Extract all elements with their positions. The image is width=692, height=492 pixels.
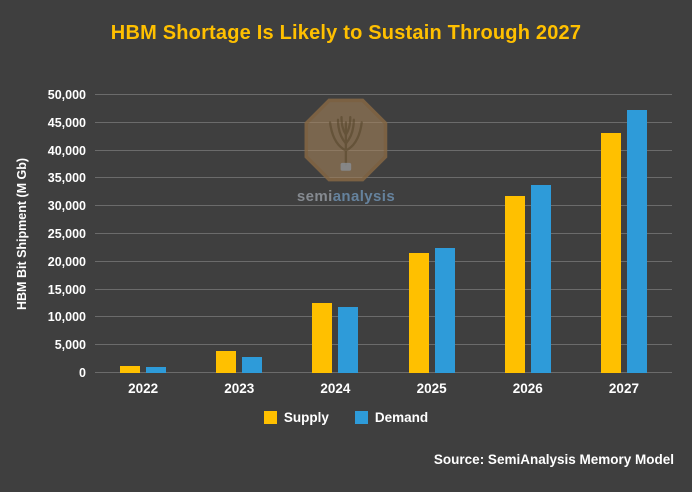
demand-bar-2026 (530, 185, 551, 373)
y-tick-label: 15,000 (47, 282, 86, 297)
legend-item-demand: Demand (354, 410, 429, 425)
y-tick-label: 0 (79, 366, 86, 380)
y-tick-label: 30,000 (47, 199, 86, 214)
x-axis-label-2024: 2024 (320, 381, 351, 396)
y-tick-label: 40,000 (47, 143, 86, 158)
gridline (95, 344, 672, 346)
gridline (95, 94, 672, 95)
watermark-text-semi: semi (296, 188, 333, 205)
y-tick-label: 50,000 (47, 88, 86, 102)
x-axis-label-2023: 2023 (224, 381, 255, 396)
watermark-text-analysis: analysis (332, 188, 396, 205)
watermark-text: semianalysis (297, 188, 395, 205)
bar-group-2025 (384, 95, 480, 373)
semianalysis-logo-icon (304, 98, 388, 182)
demand-bar-2023 (242, 356, 263, 373)
demand-bar-2024 (338, 306, 359, 373)
x-axis-labels: 2022 2023 2024 2025 2026 2027 (95, 381, 672, 396)
y-tick-label: 10,000 (47, 310, 86, 325)
y-tick-label: 35,000 (47, 171, 86, 186)
legend-label-supply: Supply (283, 410, 329, 425)
bar-group-2024 (287, 95, 383, 373)
gridline (95, 372, 672, 373)
supply-bar-2024 (312, 302, 333, 373)
demand-bar-2025 (434, 247, 455, 373)
gridline (95, 288, 672, 290)
gridline (95, 177, 672, 179)
bar-groups (95, 95, 672, 373)
legend-swatch-supply (263, 411, 277, 424)
legend: Supply Demand (0, 410, 692, 425)
demand-bar-2022 (146, 366, 167, 373)
supply-bar-2026 (504, 196, 525, 373)
x-axis-label-2026: 2026 (512, 381, 543, 396)
x-axis-label-2027: 2027 (608, 381, 639, 396)
legend-label-demand: Demand (374, 410, 429, 425)
x-axis-label-2022: 2022 (128, 381, 159, 396)
supply-bar-2025 (408, 252, 429, 373)
bar-group-2023 (191, 95, 287, 373)
semianalysis-watermark: semianalysis (297, 96, 395, 205)
legend-item-supply: Supply (263, 410, 329, 425)
y-tick-label: 20,000 (47, 254, 86, 269)
gridline (95, 260, 672, 262)
supply-bar-2027 (600, 132, 621, 373)
gridline (95, 205, 672, 207)
gridline (95, 316, 672, 318)
source-text: Source: SemiAnalysis Memory Model (433, 452, 674, 467)
demand-bar-2027 (626, 110, 647, 373)
bar-group-2022 (95, 95, 191, 373)
y-tick-label: 25,000 (47, 227, 86, 241)
plot-area: 0 5,000 10,000 15,000 20,000 25,000 30,000 35,0… (48, 88, 672, 380)
y-tick-labels: 0 5,000 10,000 15,000 20,000 25,000 30,000 35,0… (25, 88, 95, 380)
supply-bar-2022 (120, 366, 141, 373)
y-tick-label: 45,000 (47, 115, 86, 130)
chart-title: HBM Shortage Is Likely to Sustain Throug… (110, 22, 582, 44)
supply-bar-2023 (216, 350, 237, 373)
legend-swatch-demand (354, 411, 368, 424)
bar-group-2027 (576, 95, 672, 373)
y-tick-label: 5,000 (54, 338, 86, 353)
bar-group-2026 (480, 95, 576, 373)
x-axis-label-2025: 2025 (416, 381, 447, 396)
gridline (95, 233, 672, 234)
